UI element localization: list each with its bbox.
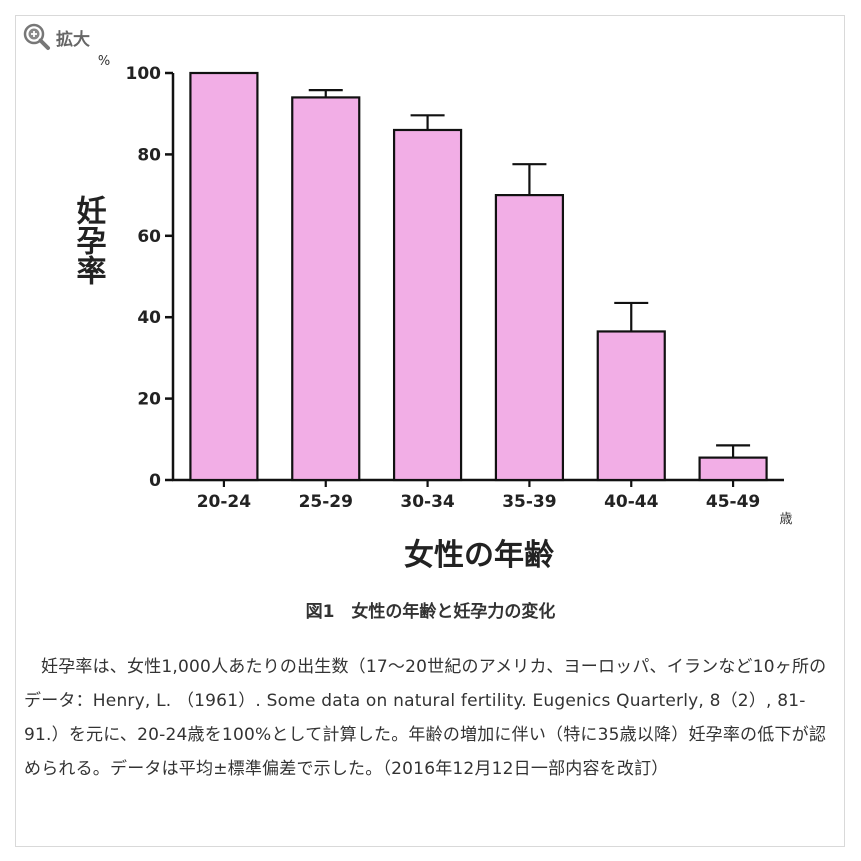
y-tick-label: 100: [126, 64, 162, 84]
bar: [494, 194, 565, 482]
y-tick-label: 0: [149, 471, 161, 491]
y-tick-label: 40: [137, 308, 161, 328]
figure-caption: 図1 女性の年齢と妊孕力の変化: [305, 602, 556, 622]
zoom-label: 拡大: [56, 29, 90, 50]
y-tick-label: 20: [137, 390, 161, 410]
x-tick-label: 35-39: [502, 492, 556, 512]
x-tick-label: 40-44: [604, 492, 659, 512]
x-axis-title: 女性の年齢: [404, 538, 554, 573]
x-tick-label: 25-29: [299, 492, 353, 512]
chart: % 妊孕率 歳 女性の年齢 0 20 40 60 80 100 20-24 25-29 30-3…: [71, 54, 793, 573]
figure-description: 妊孕率は、女性1,000人あたりの出生数（17～20世紀のアメリカ、ヨーロッパ、…: [24, 657, 827, 779]
y-tick-label: 80: [137, 145, 161, 165]
zoom-in-icon: [23, 23, 50, 50]
zoom-button[interactable]: 拡大: [22, 22, 90, 52]
x-tick-label: 30-34: [400, 492, 455, 512]
bar: [291, 96, 361, 482]
bar: [596, 330, 666, 482]
x-tick-label: 20-24: [197, 492, 252, 512]
y-unit-label: %: [98, 54, 110, 69]
bar-chart-svg: % 妊孕率 歳 女性の年齢 0 20 40 60 80 100 20-24 25-29 30-3…: [71, 54, 793, 573]
bar: [392, 128, 463, 482]
y-tick-label: 60: [137, 227, 161, 247]
x-unit-label: 歳: [779, 512, 792, 527]
bar: [698, 456, 768, 482]
bar: [189, 71, 259, 482]
y-axis-title: 妊孕率: [71, 195, 107, 285]
x-tick-label: 45-49: [706, 492, 760, 512]
